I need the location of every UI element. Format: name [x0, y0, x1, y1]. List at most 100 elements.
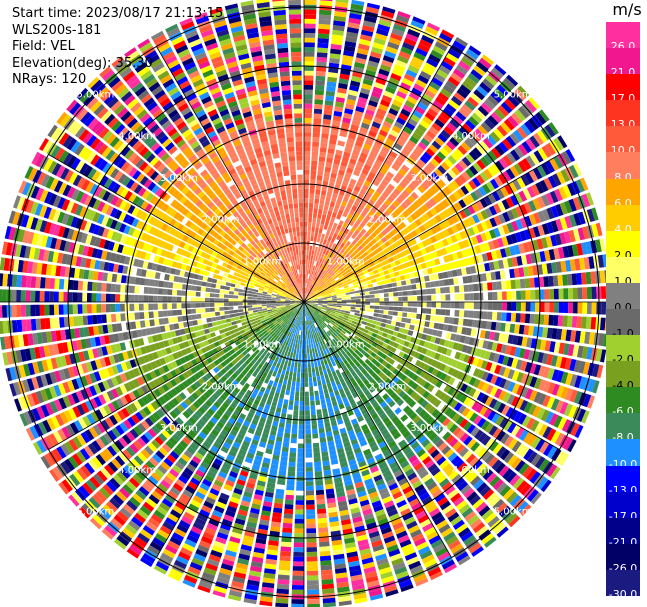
radar-gate [384, 226, 392, 233]
radar-gate [327, 262, 332, 268]
radar-gate [300, 377, 304, 383]
radar-gate [464, 138, 475, 149]
radar-gate [280, 551, 291, 557]
radar-gate [317, 170, 324, 176]
radar-gate [311, 275, 314, 280]
radar-gate [493, 227, 501, 238]
radar-gate [299, 344, 302, 350]
radar-gate [309, 391, 314, 397]
radar-gate [354, 236, 361, 242]
radar-gate [306, 566, 319, 571]
radar-gate [486, 134, 497, 146]
radar-gate [388, 108, 399, 116]
radar-gate [300, 372, 304, 378]
radar-gate [321, 283, 326, 287]
radar-gate [306, 259, 308, 265]
radar-gate [501, 312, 507, 322]
radar-gate [490, 178, 499, 190]
radar-gate [425, 314, 431, 321]
radar-gate [344, 40, 357, 48]
radar-gate [410, 212, 418, 221]
radar-gate [426, 302, 432, 308]
radar-gate [323, 171, 331, 178]
radar-gate [327, 303, 333, 305]
radar-gate [453, 68, 466, 79]
radar-gate [313, 113, 322, 119]
radar-gate [305, 330, 308, 335]
radar-gate [470, 328, 477, 337]
radar-gate [314, 99, 324, 105]
radar-gate [321, 276, 326, 281]
radar-gate [465, 327, 472, 336]
radar-gate [305, 448, 312, 453]
radar-gate [312, 275, 316, 281]
radar-gate [409, 135, 419, 145]
radar-gate [323, 224, 328, 230]
radar-gate [306, 575, 319, 581]
radar-gate [381, 191, 389, 199]
radar-gate [487, 302, 493, 310]
radar-gate [484, 98, 496, 110]
radar-gate [375, 77, 387, 86]
radar-gate [380, 99, 391, 108]
radar-gate [390, 32, 403, 41]
radar-gate [445, 262, 452, 271]
radar-gate [306, 495, 315, 501]
radar-gate [523, 325, 530, 336]
radar-gate [392, 254, 399, 261]
radar-gate [312, 287, 317, 292]
radar-gate [311, 155, 318, 161]
radar-gate [510, 312, 517, 322]
radar-gate [513, 268, 520, 278]
radar-gate [405, 173, 414, 182]
radar-gate [371, 121, 381, 129]
radar-gate [373, 290, 379, 294]
radar-gate [432, 45, 446, 56]
radar-gate [574, 258, 581, 271]
radar-gate [383, 306, 389, 310]
radar-gate [510, 149, 521, 161]
radar-gate [318, 19, 331, 25]
radar-gate [546, 262, 553, 274]
radar-gate [490, 271, 497, 281]
radar-gate [307, 599, 320, 605]
radar-gate [430, 104, 441, 114]
radar-gate [329, 138, 337, 145]
radar-gate [367, 235, 374, 242]
radar-gate [372, 179, 380, 187]
radar-gate [319, 238, 324, 244]
radar-gate [378, 129, 388, 138]
radar-gate [516, 290, 522, 300]
radar-gate [562, 184, 572, 198]
radar-gate [533, 212, 542, 224]
radar-gate [448, 99, 460, 110]
radar-gate [486, 341, 494, 351]
radar-gate [479, 198, 488, 208]
radar-gate [528, 325, 534, 336]
radar-gate [336, 224, 342, 231]
radar-gate [345, 234, 351, 241]
radar-gate [484, 262, 491, 272]
radar-gate [381, 179, 389, 187]
radar-gate [342, 264, 348, 269]
radar-gate [294, 362, 298, 368]
radar-gate [545, 192, 555, 205]
radar-gate [319, 0, 333, 6]
radar-gate [300, 391, 304, 397]
radar-gate [370, 195, 378, 202]
radar-gate [472, 214, 480, 224]
radar-gate [317, 232, 322, 238]
radar-gate [506, 302, 512, 311]
radar-gate [577, 302, 583, 314]
radar-gate [279, 555, 291, 562]
radar-gate [354, 242, 361, 248]
radar-gate [520, 313, 526, 323]
radar-gate [316, 56, 328, 63]
radar-gate [462, 80, 474, 92]
radar-gate [310, 400, 315, 406]
radar-gate [408, 272, 415, 279]
radar-gate [296, 481, 304, 487]
radar-gate [319, 437, 327, 443]
radar-gate [577, 287, 583, 300]
radar-gate [547, 175, 558, 188]
